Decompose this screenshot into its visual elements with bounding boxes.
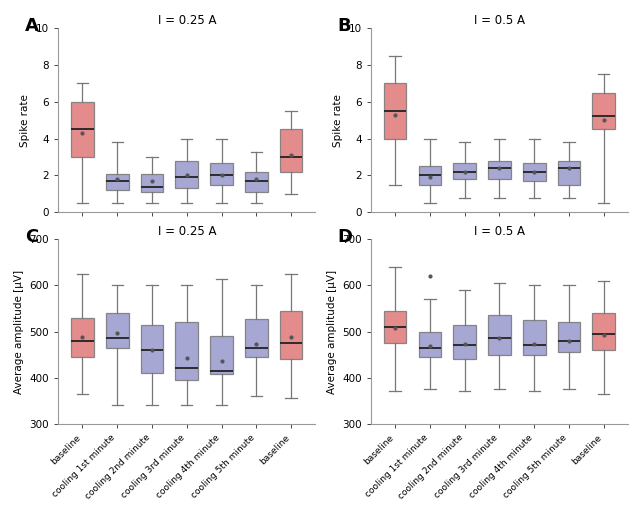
PathPatch shape — [558, 322, 580, 352]
Y-axis label: Average amplitude [μV]: Average amplitude [μV] — [327, 269, 336, 393]
PathPatch shape — [523, 163, 546, 181]
PathPatch shape — [280, 129, 302, 172]
PathPatch shape — [106, 313, 128, 348]
PathPatch shape — [175, 161, 198, 188]
PathPatch shape — [245, 319, 268, 357]
Text: B: B — [337, 17, 351, 35]
PathPatch shape — [106, 174, 128, 190]
PathPatch shape — [141, 174, 163, 192]
PathPatch shape — [384, 83, 406, 139]
PathPatch shape — [593, 93, 615, 129]
Y-axis label: Average amplitude [μV]: Average amplitude [μV] — [14, 269, 24, 393]
Text: C: C — [24, 228, 38, 246]
PathPatch shape — [245, 172, 268, 192]
PathPatch shape — [419, 332, 441, 357]
PathPatch shape — [558, 161, 580, 185]
Title: I = 0.25 A: I = 0.25 A — [157, 225, 216, 238]
Title: I = 0.5 A: I = 0.5 A — [474, 14, 525, 27]
PathPatch shape — [210, 163, 233, 185]
PathPatch shape — [453, 163, 476, 179]
PathPatch shape — [210, 336, 233, 374]
PathPatch shape — [453, 324, 476, 359]
PathPatch shape — [175, 322, 198, 380]
Text: A: A — [24, 17, 39, 35]
PathPatch shape — [71, 318, 94, 357]
Text: D: D — [337, 228, 352, 246]
PathPatch shape — [71, 102, 94, 157]
Y-axis label: Spike rate: Spike rate — [333, 94, 343, 147]
PathPatch shape — [141, 324, 163, 373]
PathPatch shape — [419, 166, 441, 185]
PathPatch shape — [593, 313, 615, 350]
Y-axis label: Spike rate: Spike rate — [21, 94, 30, 147]
PathPatch shape — [280, 311, 302, 359]
Title: I = 0.5 A: I = 0.5 A — [474, 225, 525, 238]
Title: I = 0.25 A: I = 0.25 A — [157, 14, 216, 27]
PathPatch shape — [523, 320, 546, 354]
PathPatch shape — [488, 161, 511, 179]
PathPatch shape — [384, 311, 406, 343]
PathPatch shape — [488, 315, 511, 354]
